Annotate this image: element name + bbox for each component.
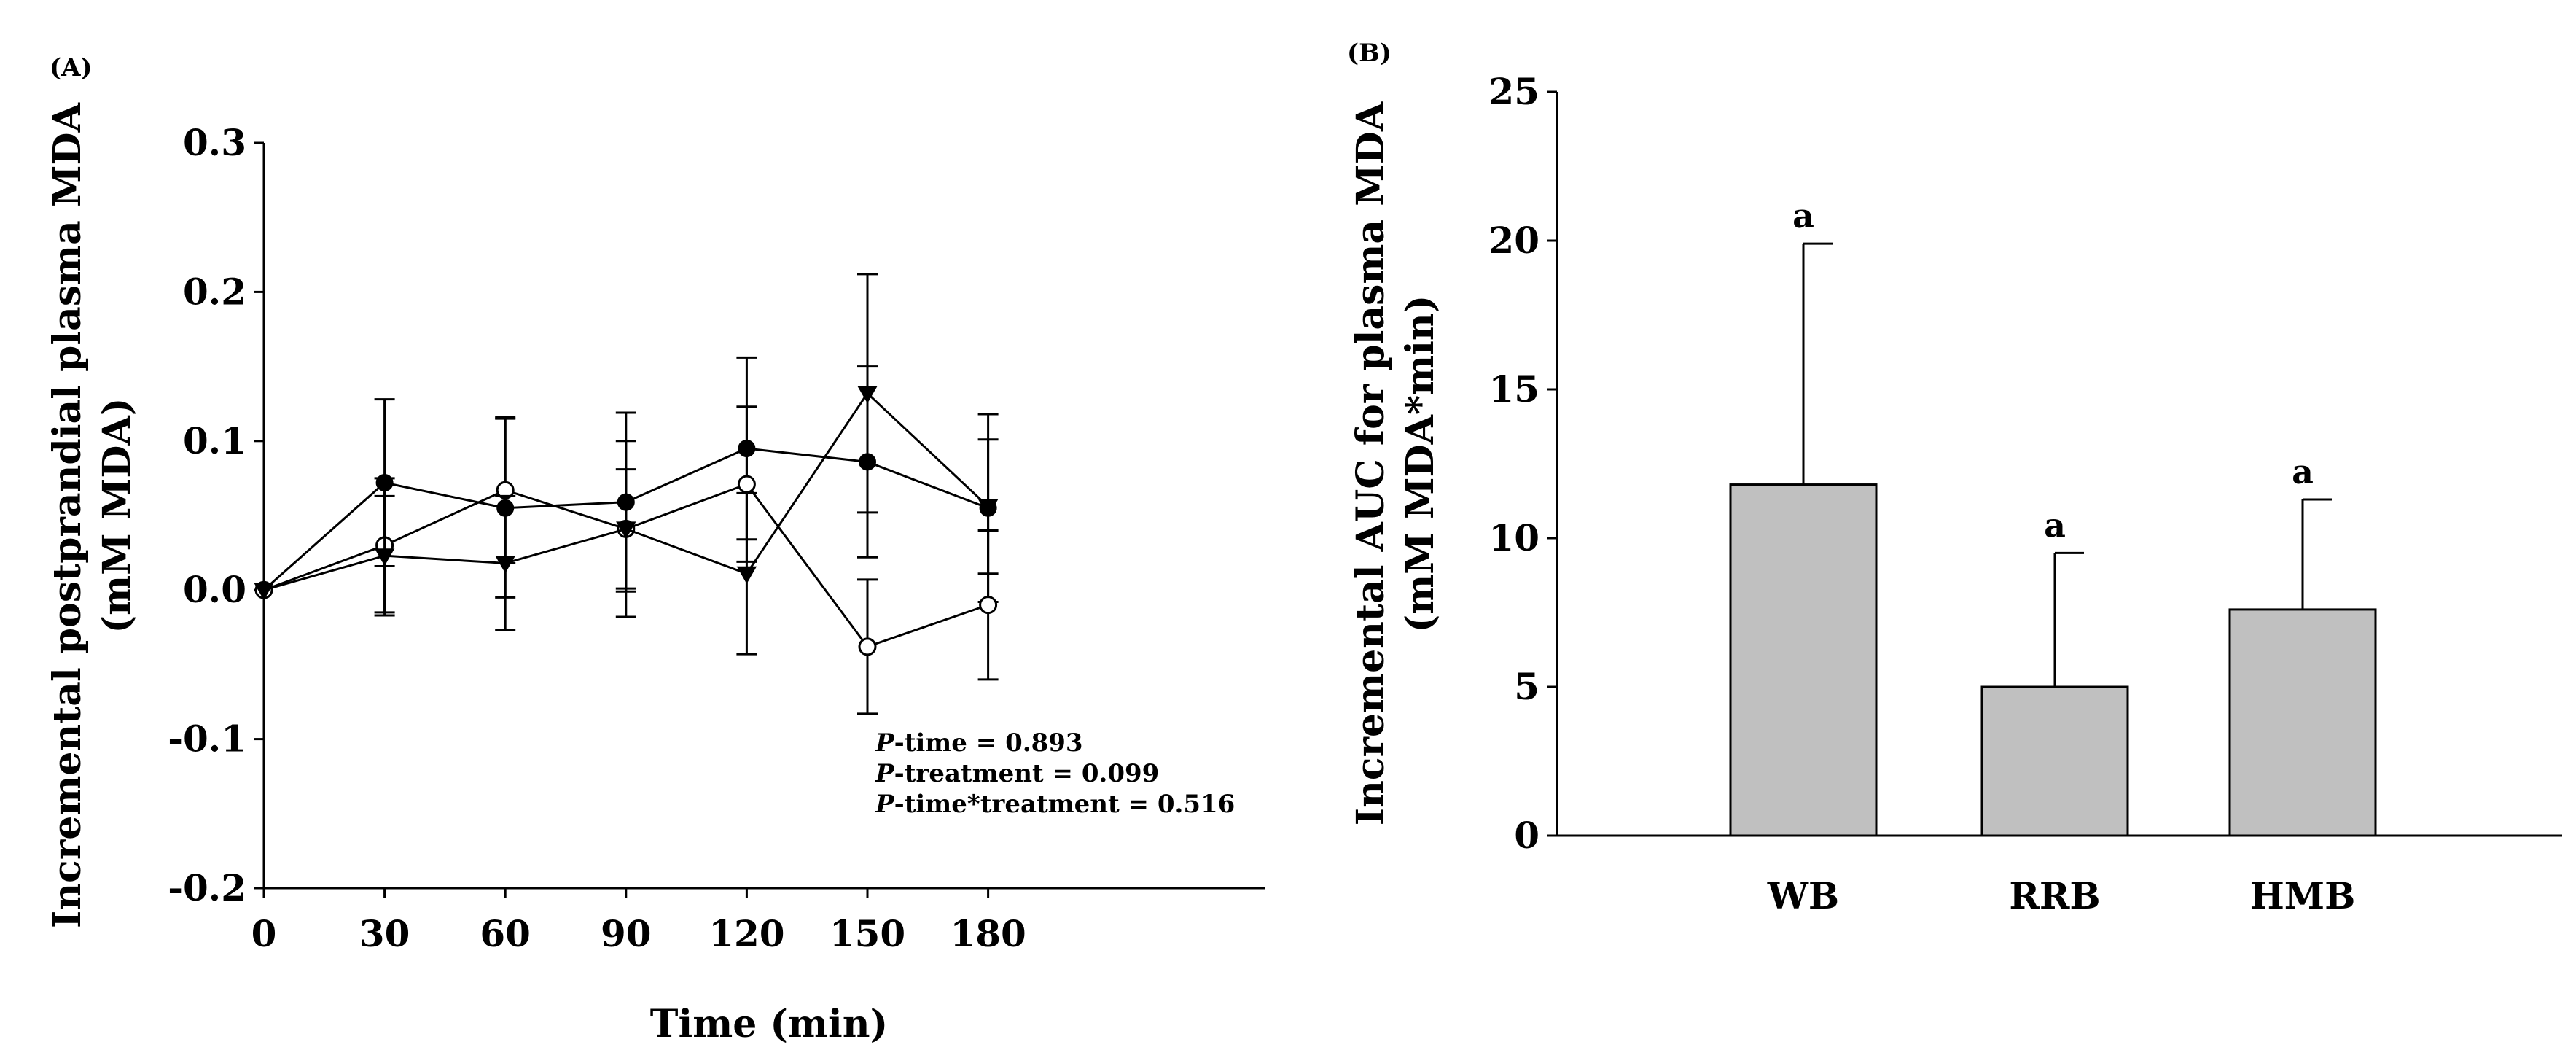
panel-a-y-tick-label: 0.2 [183,270,246,313]
data-point [374,548,395,567]
series-filled-triangle [254,273,999,656]
significance-letter: a [2292,452,2314,491]
panel-b: (B) 0 5 10 15 20 25 Incremental AUC for plasm… [1347,39,2562,917]
stats-annotation: P-time = 0.893 P-treatment = 0.099 P-tim… [875,728,1235,819]
panel-b-y-tick-label: 10 [1488,516,1539,559]
panel-a-x-tick-label: 120 [709,912,784,955]
bar-hmb [2228,608,2377,837]
panel-a-y-tick-label: 0.1 [183,419,246,462]
stat-interaction-text: -time*treatment = 0.516 [894,790,1236,819]
panel-b-x-tick-label: HMB [2250,874,2356,917]
data-point [254,583,274,601]
stat-interaction-prefix: P [875,790,895,819]
panel-a-x-tick-label: 60 [480,912,531,955]
panel-a-x-tick-label: 180 [950,912,1026,955]
stat-interaction: P-time*treatment = 0.516 [875,790,1235,819]
stat-time-text: -time = 0.893 [894,728,1083,758]
panel-b-y-title-line1: Incremental AUC for plasma MDA [1349,101,1393,825]
panel-b-y-title-line2: (mM MDA*min) [1398,295,1443,633]
panel-b-label: (B) [1347,39,1392,68]
panel-b-y-tick-label: 20 [1488,219,1539,262]
panel-a-y-title-line2: (mM MDA) [95,398,139,634]
panel-b-y-tick-label: 25 [1488,70,1539,113]
stat-treatment-prefix: P [875,759,895,788]
bar-wb [1729,483,1878,837]
panel-a-y-tick-label: 0.0 [183,568,246,611]
panel-a: (A) -0.2 -0.1 0.0 0.1 0.2 0.3 0 30 60 90 120 150 18… [45,53,1265,1046]
panel-a-x-tick-label: 150 [830,912,905,955]
panel-a-y-ticks: -0.2 -0.1 0.0 0.1 0.2 0.3 [168,121,264,909]
stat-treatment-text: -treatment = 0.099 [894,759,1160,788]
panel-a-x-tick-label: 30 [359,912,410,955]
significance-letter: a [1792,196,1814,236]
panel-b-x-tick-label: WB [1767,874,1839,917]
significance-letter: a [2044,505,2066,545]
panel-b-y-tick-label: 0 [1514,814,1539,857]
panel-a-y-tick-label: 0.3 [183,121,246,164]
data-point [495,556,515,574]
panel-b-y-tick-label: 15 [1488,367,1539,411]
panel-b-x-tick-label: RRB [2009,874,2100,917]
stat-treatment: P-treatment = 0.099 [875,759,1159,788]
data-point [977,499,999,517]
panel-a-y-title: Incremental postprandial plasma MDA (mM … [45,102,139,928]
panel-a-plot-area [254,273,999,715]
bar-group-wb: a [1729,196,1878,837]
panel-a-x-ticks: 0 30 60 90 120 150 180 [251,888,1026,955]
data-point [616,521,636,540]
bar-rrb [1980,685,2129,837]
panel-b-y-ticks: 0 5 10 15 20 25 [1488,70,1557,857]
panel-b-y-tick-label: 5 [1514,665,1539,708]
stat-time: P-time = 0.893 [875,728,1083,758]
bar-group-hmb: a [2228,452,2377,837]
panel-b-x-ticks: WB RRB HMB [1767,874,2356,917]
stat-time-prefix: P [875,728,895,758]
panel-b-y-title: Incremental AUC for plasma MDA (mM MDA*m… [1349,101,1443,825]
panel-a-label: (A) [50,53,93,82]
bar-group-rrb: a [1980,505,2129,837]
panel-a-y-tick-label: -0.1 [168,717,246,761]
data-point [736,566,757,584]
panel-b-bars: a a a [1729,196,2377,837]
data-point [857,386,878,404]
data-point [858,637,877,656]
panel-a-x-title: Time (min) [650,1002,888,1046]
panel-a-x-tick-label: 90 [601,912,652,955]
data-point [737,475,756,494]
data-point [979,596,998,615]
panel-a-x-tick-label: 0 [251,912,277,955]
panel-a-y-title-line1: Incremental postprandial plasma MDA [45,102,90,928]
panel-a-y-tick-label: -0.2 [168,866,246,909]
